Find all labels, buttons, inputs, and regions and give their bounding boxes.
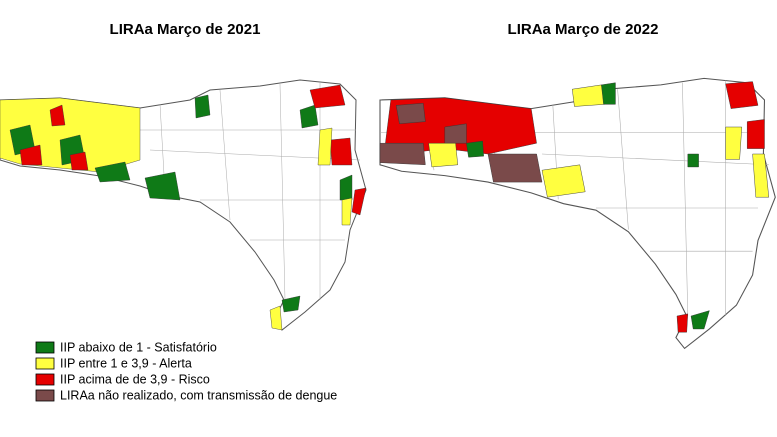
map-2021 [0,79,367,331]
legend-label: IIP acima de de 3,9 - Risco [60,372,210,386]
legend-swatch [35,357,55,370]
legend-swatch [35,373,55,386]
map-title: LIRAa Março de 2022 [508,21,659,38]
legend-swatch [35,341,55,354]
map-2022 [379,77,776,349]
legend: IIP abaixo de 1 - Satisfatório IIP entre … [35,340,337,402]
legend-label: IIP entre 1 e 3,9 - Alerta [60,356,192,370]
legend-label: LIRAa não realizado, com transmissão de … [60,388,337,402]
legend-swatch [35,389,55,402]
map-title: LIRAa Março de 2021 [110,21,261,38]
legend-label: IIP abaixo de 1 - Satisfatório [60,340,217,354]
